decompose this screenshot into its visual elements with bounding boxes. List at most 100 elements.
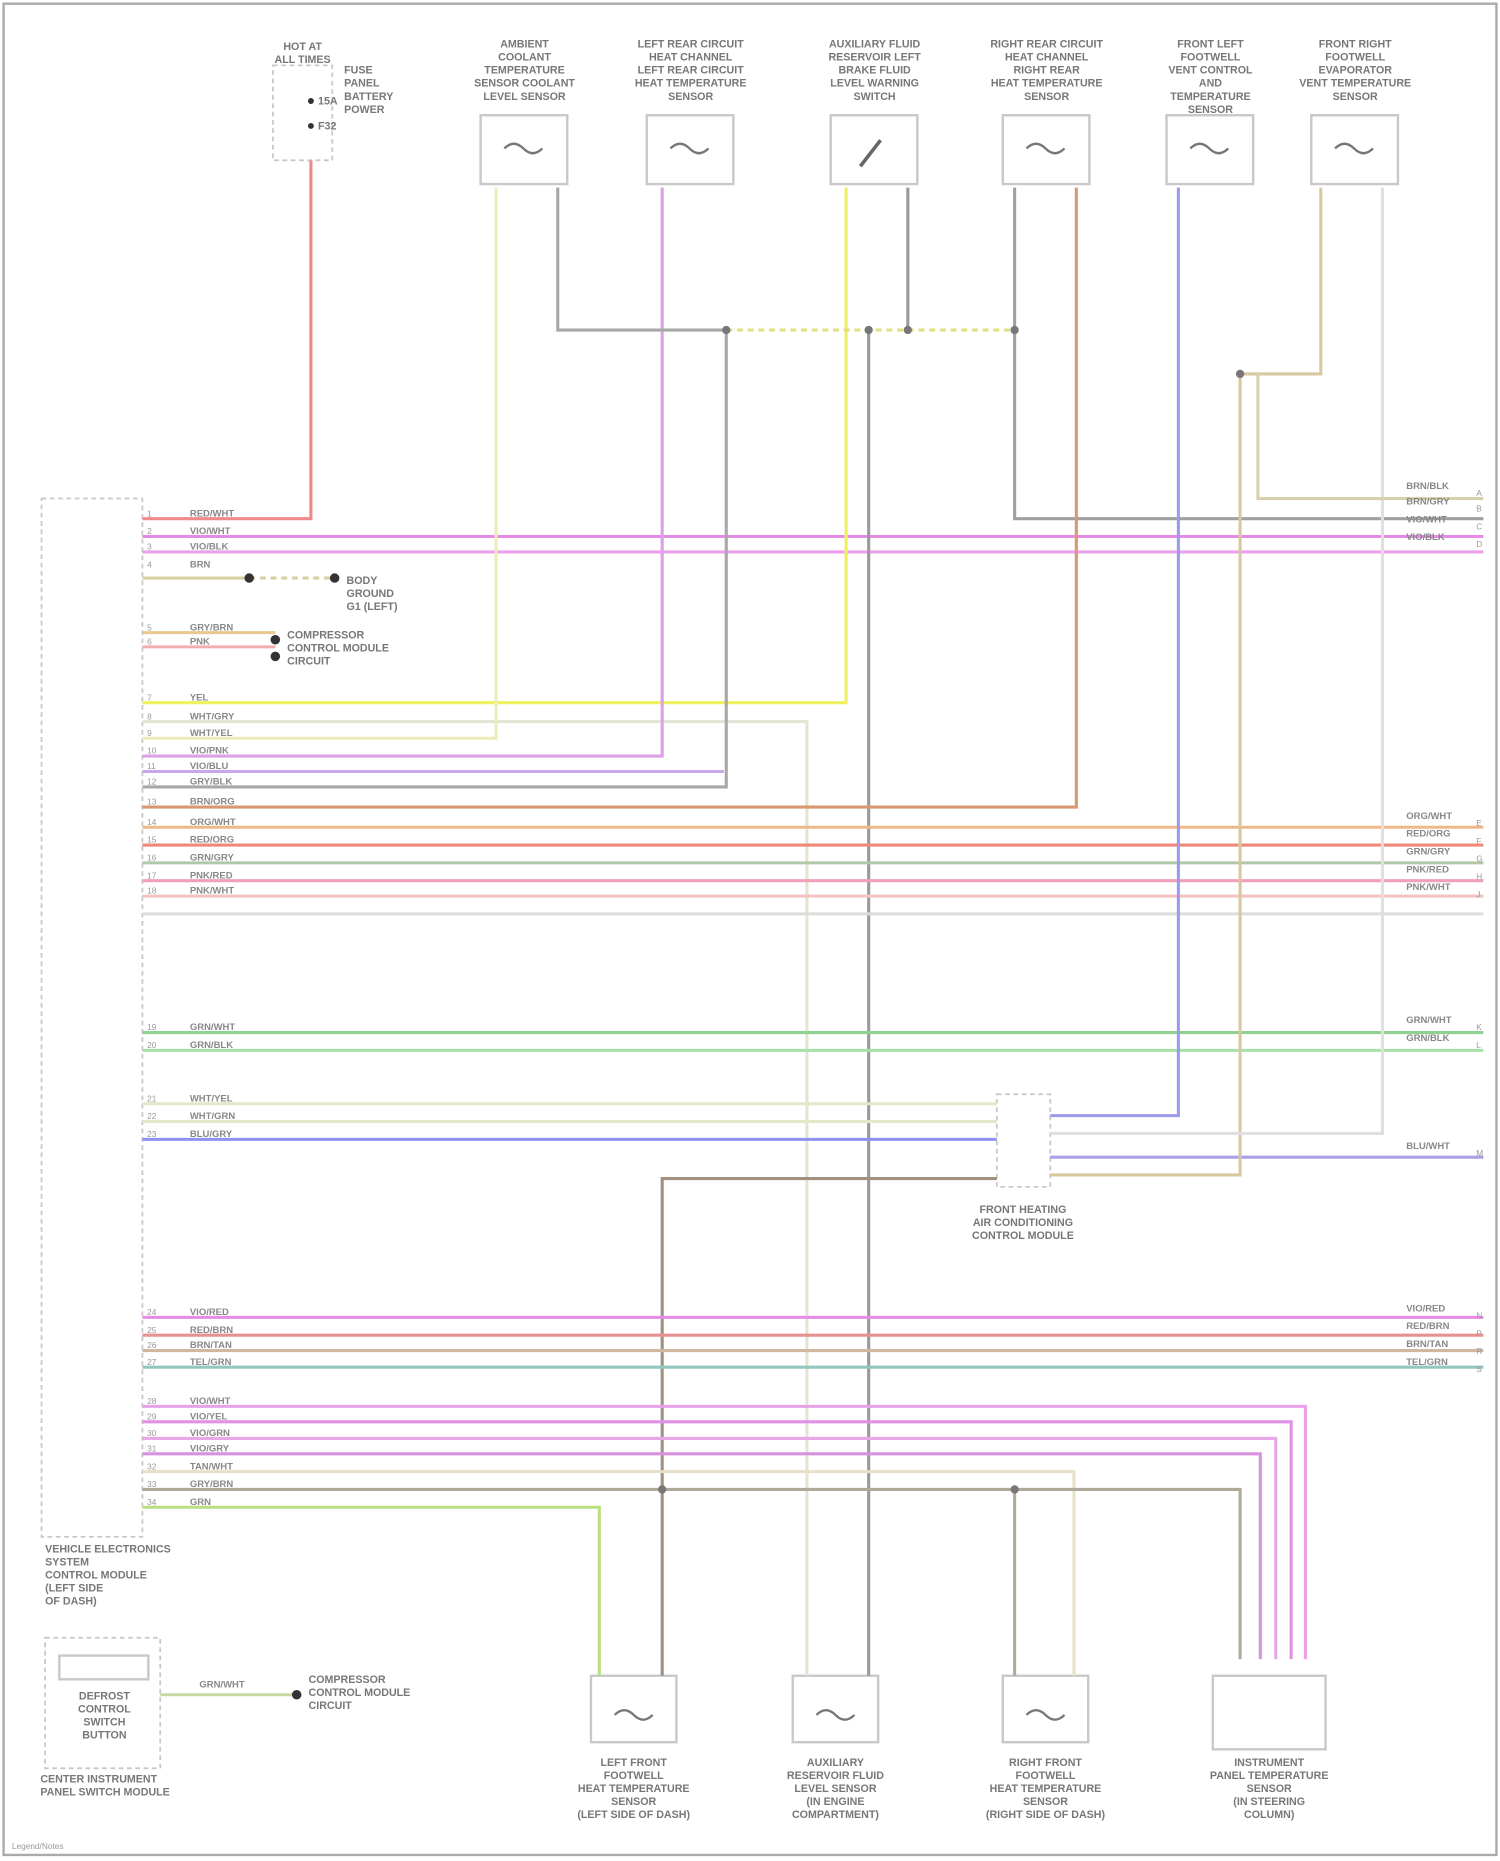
fuse-sub-label: FUSE PANEL BATTERY POWER xyxy=(344,65,393,116)
right-wire-code: BRN/GRY xyxy=(1406,496,1450,507)
right-pin-letter: F xyxy=(1476,836,1481,846)
wires xyxy=(142,160,1484,1676)
module-pin-number: 22 xyxy=(147,1111,157,1121)
wire-color-code: BRN/ORG xyxy=(190,797,235,808)
top-sensor: RIGHT REAR CIRCUIT HEAT CHANNEL RIGHT REAR… xyxy=(990,39,1103,186)
module-pin-number: 19 xyxy=(147,1022,157,1032)
module-pin-number: 14 xyxy=(147,817,157,827)
module-pin-number: 24 xyxy=(147,1307,157,1317)
bottom-sensor-label: LEFT FRONT FOOTWELL HEAT TEMPERATURE SENSOR… xyxy=(577,1757,690,1821)
wire-color-code: TAN/WHT xyxy=(190,1461,233,1472)
wire-color-code: WHT/YEL xyxy=(190,1093,233,1104)
wire-color-code: GRN/GRY xyxy=(190,852,235,863)
right-wire-code: BRN/BLK xyxy=(1406,481,1449,492)
thermistor-icon xyxy=(1189,142,1230,155)
wire-color-code: VIO/YEL xyxy=(190,1411,228,1422)
module-pin-number: 13 xyxy=(147,797,157,807)
wire-color-code: BRN xyxy=(190,559,211,570)
top-sensor: FRONT LEFT FOOTWELL VENT CONTROL AND TEMPERA… xyxy=(1165,39,1255,186)
right-wire-code: GRN/GRY xyxy=(1406,847,1451,858)
module-pin-number: 29 xyxy=(147,1411,157,1421)
right-pin-letter: L xyxy=(1476,1040,1481,1050)
module-pin-number: 9 xyxy=(147,728,152,738)
ground-label: BODY GROUND G1 (LEFT) xyxy=(347,575,398,613)
wire-color-code: RED/WHT xyxy=(190,508,234,519)
right-pin-letter: B xyxy=(1476,504,1482,514)
right-pin-letter: N xyxy=(1476,1311,1482,1321)
top-sensor-label: RIGHT REAR CIRCUIT HEAT CHANNEL RIGHT REAR… xyxy=(990,39,1103,103)
bottom-sensor: LEFT FRONT FOOTWELL HEAT TEMPERATURE SENSOR… xyxy=(577,1674,690,1821)
wire-color-code: VIO/WHT xyxy=(190,526,231,537)
wire-color-code: ORG/WHT xyxy=(190,817,236,828)
module-pin-number: 5 xyxy=(147,622,152,632)
module-pin-number: 27 xyxy=(147,1357,157,1367)
wire-color-code: BRN/TAN xyxy=(190,1340,232,1351)
right-wire-code: VIO/WHT xyxy=(1406,514,1447,525)
thermistor-icon xyxy=(1025,142,1066,155)
wire-color-code: WHT/GRN xyxy=(190,1111,235,1122)
wire-color-code: BLU/GRY xyxy=(190,1129,233,1140)
defrost-switch-caption: CENTER INSTRUMENT PANEL SWITCH MODULE xyxy=(40,1774,169,1799)
wire-color-code: VIO/GRN xyxy=(190,1428,230,1439)
right-pin-letter: M xyxy=(1476,1148,1483,1158)
wire-color-code: PNK xyxy=(190,637,210,648)
right-wire-code: RED/ORG xyxy=(1406,829,1450,840)
module-pin-number: 7 xyxy=(147,692,152,702)
wire-color-code: PNK/RED xyxy=(190,870,233,881)
wire-color-code: VIO/RED xyxy=(190,1307,229,1318)
fuse-label: HOT AT ALL TIMES xyxy=(275,41,331,66)
right-wire-code: GRN/WHT xyxy=(1406,1015,1452,1026)
right-wire-code: VIO/RED xyxy=(1406,1303,1445,1314)
wire-color-code: WHT/YEL xyxy=(190,728,233,739)
bottom-sensor-label: INSTRUMENT PANEL TEMPERATURE SENSOR (IN STE… xyxy=(1210,1757,1329,1821)
thermistor-icon xyxy=(503,142,544,155)
right-wire-code: GRN/BLK xyxy=(1406,1033,1449,1044)
right-pin-letter: P xyxy=(1476,1328,1482,1338)
module-pin-number: 11 xyxy=(147,761,156,771)
wire-color-code: VIO/WHT xyxy=(190,1396,231,1407)
right-wire-code: TEL/GRN xyxy=(1406,1357,1448,1368)
module-label: VEHICLE ELECTRONICS SYSTEM CONTROL MODULE(… xyxy=(45,1543,171,1607)
module-pin-number: 26 xyxy=(147,1340,157,1350)
module-pin-number: 1 xyxy=(147,508,152,518)
top-sensor-label: FRONT LEFT FOOTWELL VENT CONTROL AND TEMPERA… xyxy=(1168,39,1253,116)
wire-color-code: TEL/GRN xyxy=(190,1357,232,1368)
right-wire-code: BLU/WHT xyxy=(1406,1141,1450,1152)
thermistor-icon xyxy=(815,1708,856,1721)
defrost-switch[interactable]: DEFROST CONTROL SWITCH BUTTON CENTER INSTRU… xyxy=(40,1636,410,1799)
defrost-switch-label: DEFROST CONTROL SWITCH BUTTON xyxy=(78,1690,131,1741)
top-sensor-label: LEFT REAR CIRCUIT HEAT CHANNEL LEFT REAR C… xyxy=(635,39,747,103)
module-pin-number: 21 xyxy=(147,1093,157,1103)
module-pin-number: 23 xyxy=(147,1129,157,1139)
wire-color-code: VIO/BLU xyxy=(190,761,229,772)
control-module: VEHICLE ELECTRONICS SYSTEM CONTROL MODULE(… xyxy=(40,497,171,1608)
module-pin-number: 32 xyxy=(147,1461,157,1471)
top-sensor: AUXILIARY FLUID RESERVOIR LEFT BRAKE FLUID… xyxy=(828,39,921,186)
module-pin-number: 10 xyxy=(147,746,157,756)
top-sensor-label: AMBIENT COOLANT TEMPERATURE SENSOR COOLANT L… xyxy=(474,39,575,103)
bottom-sensor-label: RIGHT FRONT FOOTWELL HEAT TEMPERATURE SENSO… xyxy=(986,1757,1106,1821)
right-pin-letter: K xyxy=(1476,1022,1482,1032)
fuse-pin-2: F32 xyxy=(318,120,336,132)
wire-color-code: GRN xyxy=(190,1497,211,1508)
wire-color-code: VIO/BLK xyxy=(190,542,229,553)
module-pin-number: 17 xyxy=(147,870,157,880)
bottom-sensor: INSTRUMENT PANEL TEMPERATURE SENSOR (IN STE… xyxy=(1210,1674,1329,1821)
wire-color-code: VIO/GRY xyxy=(190,1443,230,1454)
wire-color-code: GRY/BLK xyxy=(190,777,232,788)
module-pin-number: 31 xyxy=(147,1443,157,1453)
module-pin-number: 8 xyxy=(147,711,152,721)
bottom-sensor: RIGHT FRONT FOOTWELL HEAT TEMPERATURE SENSO… xyxy=(986,1674,1106,1821)
right-pin-letter: J xyxy=(1476,889,1480,899)
thermistor-icon xyxy=(613,1708,654,1721)
module-pin-number: 30 xyxy=(147,1428,157,1438)
bottom-sensor: AUXILIARY RESERVOIR FLUID LEVEL SENSOR (IN … xyxy=(787,1674,884,1821)
hvac-control-module: FRONT HEATING AIR CONDITIONING CONTROL MOD… xyxy=(972,1093,1074,1242)
module-pin-number: 16 xyxy=(147,852,157,862)
compressor-label: COMPRESSOR CONTROL MODULE CIRCUIT xyxy=(287,630,389,668)
wire-color-code: GRN/BLK xyxy=(190,1040,233,1051)
thermistor-icon xyxy=(1334,142,1374,155)
right-wire-code: ORG/WHT xyxy=(1406,811,1452,822)
